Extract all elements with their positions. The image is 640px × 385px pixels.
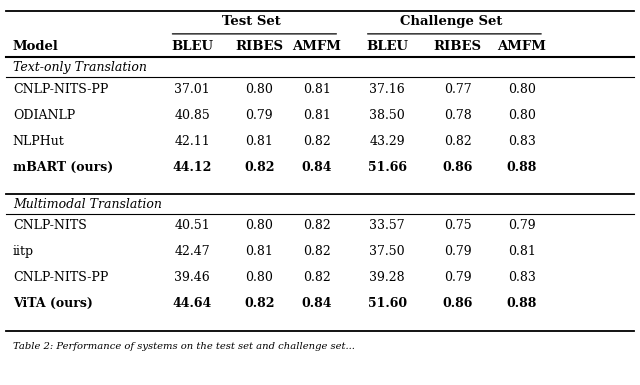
Text: CNLP-NITS-PP: CNLP-NITS-PP [13,271,108,284]
Text: 37.50: 37.50 [369,245,405,258]
Text: BLEU: BLEU [366,40,408,53]
Text: 0.82: 0.82 [244,297,275,310]
Text: Model: Model [13,40,59,53]
Text: 0.80: 0.80 [245,83,273,96]
Text: 0.88: 0.88 [506,297,537,310]
Text: 39.46: 39.46 [174,271,210,284]
Text: 0.82: 0.82 [303,135,331,148]
Text: ODIANLP: ODIANLP [13,109,75,122]
Text: Text-only Translation: Text-only Translation [13,61,147,74]
Text: 43.29: 43.29 [369,135,405,148]
Text: 0.82: 0.82 [303,245,331,258]
Text: Table 2: Performance of systems on the test set and challenge set...: Table 2: Performance of systems on the t… [13,342,355,351]
Text: 0.83: 0.83 [508,135,536,148]
Text: 39.28: 39.28 [369,271,405,284]
Text: 51.66: 51.66 [368,161,406,174]
Text: Test Set: Test Set [222,15,280,28]
Text: 42.11: 42.11 [174,135,210,148]
Text: RIBES: RIBES [434,40,482,53]
Text: 0.81: 0.81 [245,245,273,258]
Text: Multimodal Translation: Multimodal Translation [13,198,162,211]
Text: 0.79: 0.79 [444,245,472,258]
Text: CNLP-NITS: CNLP-NITS [13,219,86,232]
Text: 0.81: 0.81 [303,109,331,122]
Text: mBART (ours): mBART (ours) [13,161,113,174]
Text: 0.84: 0.84 [301,297,332,310]
Text: 0.81: 0.81 [303,83,331,96]
Text: ViTA (ours): ViTA (ours) [13,297,93,310]
Text: 37.16: 37.16 [369,83,405,96]
Text: 51.60: 51.60 [367,297,407,310]
Text: 0.81: 0.81 [245,135,273,148]
Text: 0.86: 0.86 [442,161,473,174]
Text: RIBES: RIBES [236,40,284,53]
Text: 0.79: 0.79 [444,271,472,284]
Text: 0.82: 0.82 [303,271,331,284]
Text: 0.81: 0.81 [508,245,536,258]
Text: 0.83: 0.83 [508,271,536,284]
Text: 37.01: 37.01 [174,83,210,96]
Text: 0.88: 0.88 [506,161,537,174]
Text: AMFM: AMFM [292,40,341,53]
Text: BLEU: BLEU [171,40,213,53]
Text: 0.80: 0.80 [508,83,536,96]
Text: NLPHut: NLPHut [13,135,65,148]
Text: AMFM: AMFM [497,40,546,53]
Text: 0.78: 0.78 [444,109,472,122]
Text: 0.82: 0.82 [244,161,275,174]
Text: 0.79: 0.79 [508,219,536,232]
Text: 0.80: 0.80 [245,219,273,232]
Text: 0.79: 0.79 [245,109,273,122]
Text: 40.85: 40.85 [174,109,210,122]
Text: Challenge Set: Challenge Set [400,15,502,28]
Text: iitp: iitp [13,245,34,258]
Text: CNLP-NITS-PP: CNLP-NITS-PP [13,83,108,96]
Text: 0.80: 0.80 [508,109,536,122]
Text: 0.84: 0.84 [301,161,332,174]
Text: 0.86: 0.86 [442,297,473,310]
Text: 38.50: 38.50 [369,109,405,122]
Text: 0.82: 0.82 [303,219,331,232]
Text: 44.64: 44.64 [172,297,212,310]
Text: 0.82: 0.82 [444,135,472,148]
Text: 42.47: 42.47 [174,245,210,258]
Text: 0.75: 0.75 [444,219,472,232]
Text: 40.51: 40.51 [174,219,210,232]
Text: 44.12: 44.12 [172,161,212,174]
Text: 0.80: 0.80 [245,271,273,284]
Text: 33.57: 33.57 [369,219,405,232]
Text: 0.77: 0.77 [444,83,472,96]
